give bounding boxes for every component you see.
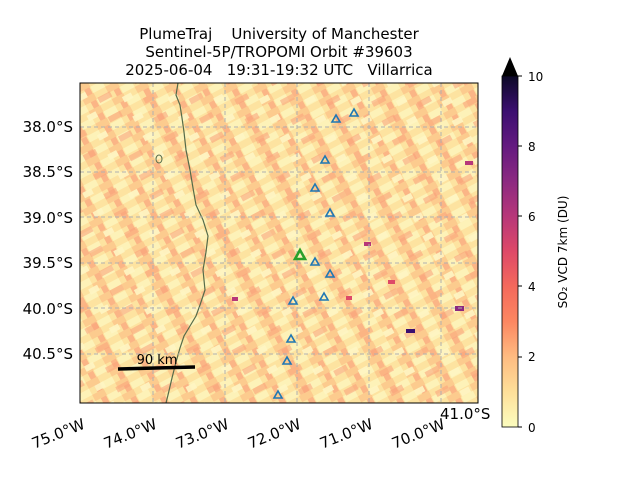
volcano-marker bbox=[281, 355, 293, 365]
scale-bar bbox=[117, 365, 196, 371]
lon-tick-label: 70.0°W bbox=[389, 415, 448, 453]
corner-lat-label: 41.0°S bbox=[440, 405, 490, 423]
volcano-marker bbox=[309, 256, 321, 266]
map-title-line-3: 2025-06-04 19:31-19:32 UTC Villarrica bbox=[125, 61, 433, 79]
graticule bbox=[80, 83, 478, 403]
volcano-marker bbox=[319, 154, 331, 164]
lon-tick-label: 71.0°W bbox=[317, 415, 376, 453]
colorbar-tick: 10 bbox=[528, 70, 543, 84]
so2-hotspot bbox=[364, 242, 371, 246]
colorbar-tick: 4 bbox=[528, 280, 536, 294]
volcano-markers bbox=[272, 107, 360, 399]
lon-tick-label: 72.0°W bbox=[245, 415, 304, 453]
colorbar-tick: 0 bbox=[528, 421, 536, 435]
colorbar-tick: 6 bbox=[528, 210, 536, 224]
volcano-marker bbox=[330, 113, 342, 123]
volcano-marker bbox=[324, 268, 336, 278]
volcano-marker bbox=[287, 295, 299, 305]
so2-hotspot bbox=[465, 161, 473, 165]
volcano-marker bbox=[272, 389, 284, 399]
colorbar-extend-arrow bbox=[502, 57, 518, 76]
map-frame bbox=[79, 82, 479, 404]
colorbar bbox=[502, 76, 518, 427]
volcano-marker bbox=[285, 333, 297, 343]
volcano-marker bbox=[324, 207, 336, 217]
lat-tick-label: 39.0°S bbox=[23, 209, 73, 227]
map-title-line-2: Sentinel-5P/TROPOMI Orbit #39603 bbox=[145, 43, 413, 61]
volcano-marker bbox=[318, 291, 330, 301]
colorbar-tick: 8 bbox=[528, 140, 536, 154]
colorbar-tick: 2 bbox=[528, 350, 536, 364]
coastline bbox=[165, 83, 209, 403]
lat-tick-label: 39.5°S bbox=[23, 254, 73, 272]
volcano-marker bbox=[309, 182, 321, 192]
lat-tick-label: 40.5°S bbox=[23, 345, 73, 363]
lon-tick-label: 74.0°W bbox=[101, 415, 160, 453]
so2-hotspot bbox=[406, 329, 415, 333]
lon-tick-label: 75.0°W bbox=[29, 415, 88, 453]
colorbar-label: SO₂ VCD 7km (DU) bbox=[556, 196, 570, 309]
so2-hotspot bbox=[346, 296, 352, 300]
lat-tick-label: 38.5°S bbox=[23, 163, 73, 181]
volcano-marker bbox=[348, 107, 360, 117]
island-outline bbox=[155, 154, 163, 164]
so2-field-overlay bbox=[80, 83, 478, 403]
lon-tick-label: 73.0°W bbox=[173, 415, 232, 453]
target-volcano-marker bbox=[292, 247, 308, 261]
map-title-line-1: PlumeTraj University of Manchester bbox=[139, 25, 419, 43]
so2-hotspot bbox=[388, 280, 395, 284]
lat-tick-label: 40.0°S bbox=[23, 300, 73, 318]
scale-bar-label: 90 km bbox=[137, 353, 178, 368]
so2-hotspot bbox=[232, 297, 238, 301]
lat-tick-label: 38.0°S bbox=[23, 118, 73, 136]
